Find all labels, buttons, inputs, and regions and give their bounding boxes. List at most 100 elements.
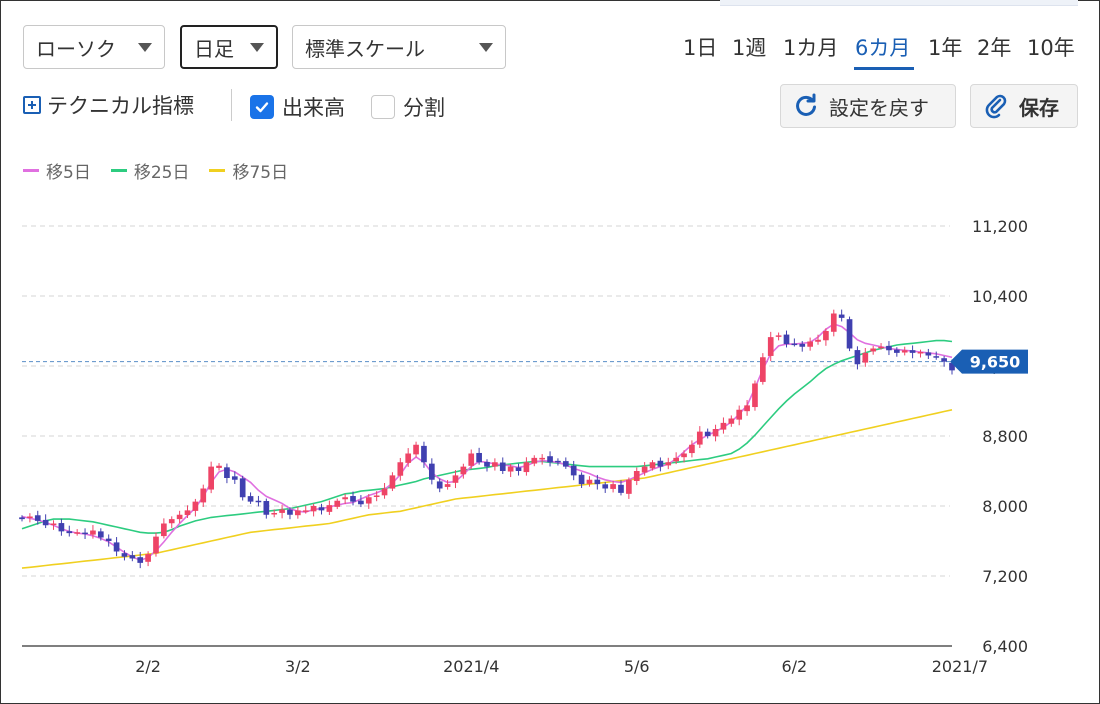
- range-1w[interactable]: 1週: [732, 36, 767, 60]
- candle-body: [334, 500, 341, 507]
- range-2y[interactable]: 2年: [977, 36, 1012, 60]
- range-1m[interactable]: 1カ月: [783, 36, 839, 60]
- candle-body: [192, 501, 199, 511]
- candle-body: [58, 523, 65, 532]
- x-tick-label: 6/2: [781, 657, 807, 676]
- candle-body: [815, 339, 821, 342]
- technical-indicator-button[interactable]: テクニカル指標: [23, 90, 194, 120]
- candle-body: [342, 497, 348, 500]
- range-1d[interactable]: 1日: [683, 36, 718, 60]
- candle-body: [657, 460, 664, 467]
- candle-body: [641, 466, 648, 473]
- candle-body: [42, 519, 49, 526]
- candle-body: [97, 531, 104, 538]
- candle-body: [736, 409, 743, 420]
- candle-body: [287, 509, 293, 515]
- y-tick-label: 8,800: [982, 427, 1028, 446]
- chart-type-value: ローソク: [36, 36, 116, 61]
- save-button[interactable]: 保存: [970, 84, 1078, 128]
- candle-body: [176, 514, 183, 520]
- paperclip-icon: [985, 94, 1007, 119]
- volume-label: 出来高: [282, 96, 345, 120]
- range-6m[interactable]: 6カ月: [855, 36, 911, 60]
- candle-body: [428, 463, 435, 480]
- candle-body: [389, 475, 396, 489]
- candle-body: [263, 501, 270, 515]
- candle-body: [799, 343, 806, 347]
- candle-body: [113, 542, 120, 552]
- y-tick-label: 11,200: [972, 217, 1028, 236]
- candle-body: [555, 460, 561, 463]
- candle-body: [767, 337, 774, 356]
- candle-body: [129, 555, 136, 559]
- reset-settings-label: 設定を戻す: [829, 95, 929, 120]
- ma75-line: [21, 409, 953, 569]
- chart-legend: 移5日 移25日 移75日: [23, 158, 308, 183]
- candle-body: [50, 523, 57, 525]
- candle-body: [838, 314, 845, 318]
- candle-body: [405, 453, 412, 463]
- candle-body: [673, 457, 679, 462]
- top-strip: [720, 0, 1078, 6]
- legend-item-ma25: 移25日: [110, 158, 190, 183]
- candle-body: [184, 510, 191, 516]
- candle-body: [271, 513, 278, 515]
- candle-body: [145, 554, 151, 562]
- candle-body: [121, 553, 128, 557]
- legend-item-ma5: 移5日: [23, 158, 91, 183]
- candle-body: [200, 488, 207, 503]
- chevron-down-icon: [479, 42, 493, 52]
- legend-label-ma75: 移75日: [232, 163, 289, 183]
- candle-body: [649, 462, 656, 469]
- split-checkbox[interactable]: 分割: [371, 92, 445, 122]
- volume-checkbox[interactable]: 出来高: [250, 92, 345, 122]
- checkbox-unchecked-icon: [371, 95, 395, 119]
- candle-body: [523, 462, 530, 473]
- y-tick-label: 6,400: [982, 637, 1028, 656]
- scale-dropdown[interactable]: 標準スケール: [292, 25, 506, 69]
- candle-body: [476, 452, 482, 463]
- legend-swatch-ma75: [209, 169, 226, 172]
- candle-body: [105, 538, 112, 541]
- candle-body: [949, 362, 955, 371]
- candle-body: [870, 348, 877, 352]
- candle-body: [326, 505, 333, 512]
- candle-body: [239, 478, 246, 498]
- candle-body: [941, 358, 947, 362]
- technical-indicator-label: テクニカル指標: [47, 94, 194, 118]
- legend-swatch-ma5: [23, 169, 39, 172]
- range-1y[interactable]: 1年: [928, 36, 963, 60]
- candle-body: [728, 418, 735, 424]
- candle-body: [499, 462, 506, 471]
- range-10y[interactable]: 10年: [1027, 36, 1075, 60]
- candle-body: [302, 510, 309, 512]
- reset-settings-button[interactable]: 設定を戻す: [780, 84, 956, 128]
- candle-body: [775, 335, 782, 337]
- candle-body: [854, 350, 861, 365]
- candle-body: [358, 500, 364, 505]
- candle-body: [318, 507, 325, 511]
- candle-body: [665, 462, 672, 466]
- candle-body: [886, 345, 892, 351]
- candle-body: [350, 496, 356, 502]
- candle-body: [594, 479, 601, 485]
- candle-body: [27, 516, 33, 518]
- x-tick-label: 5/6: [624, 657, 650, 676]
- candle-body: [484, 461, 490, 467]
- save-label: 保存: [1019, 95, 1059, 120]
- candle-body: [689, 444, 695, 454]
- candle-body: [610, 484, 616, 489]
- candle-body: [161, 523, 167, 537]
- chart-type-dropdown[interactable]: ローソク: [23, 25, 165, 69]
- candle-body: [933, 356, 940, 358]
- scale-value: 標準スケール: [305, 36, 425, 61]
- candle-body: [562, 461, 569, 467]
- interval-dropdown[interactable]: 日足: [180, 25, 278, 69]
- legend-label-ma25: 移25日: [133, 163, 190, 183]
- candle-body: [452, 475, 459, 483]
- active-range-indicator: [854, 67, 914, 70]
- candle-body: [137, 557, 144, 563]
- candle-body: [760, 357, 766, 382]
- candle-body: [712, 429, 719, 437]
